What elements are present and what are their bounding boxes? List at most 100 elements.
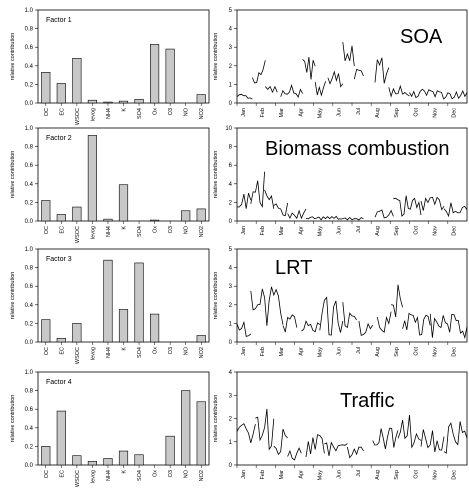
y-tick-label: 0.2 — [25, 82, 34, 88]
bar-SO4 — [134, 98, 144, 104]
series-line-segment — [255, 408, 275, 451]
x-tick-label-WSOC: WSOC — [75, 470, 81, 487]
x-tick-label-Apr: Apr — [298, 226, 304, 235]
series-line-segment — [280, 84, 303, 98]
x-tick-label-K: K — [122, 108, 128, 112]
x-tick-label-Sep: Sep — [394, 226, 400, 236]
factor-title: Factor 1 — [46, 17, 72, 24]
series-line-segment — [305, 215, 341, 221]
x-tick-label-Nov: Nov — [432, 226, 438, 236]
series-line-segment — [429, 313, 468, 340]
x-tick-label-Oct: Oct — [413, 347, 419, 356]
series-line-segment — [250, 171, 265, 208]
y-tick-label: 5 — [229, 8, 233, 14]
x-tick-label-OC: OC — [44, 347, 50, 355]
y-tick-label: 0.2 — [25, 200, 34, 206]
x-tick-label-Ox: Ox — [153, 108, 159, 115]
source-title: Biomass combustion — [265, 138, 450, 160]
x-tick-label-Jan: Jan — [241, 347, 247, 356]
x-tick-label-levog: levog — [90, 108, 96, 121]
y-tick-label: 0 — [229, 463, 233, 469]
y-tick-label: 1.0 — [25, 370, 34, 376]
series-line-segment — [268, 286, 284, 325]
y-tick-label: 4 — [229, 266, 233, 272]
y-tick-label: 0.4 — [25, 64, 34, 70]
x-tick-label-Jun: Jun — [337, 108, 343, 117]
series-line-segment — [252, 60, 266, 84]
x-tick-label-Jan: Jan — [241, 108, 247, 117]
series-line-segment — [314, 81, 326, 97]
series-line-segment — [443, 202, 468, 218]
y-tick-label: 1.0 — [25, 8, 34, 14]
x-tick-label-SO4: SO4 — [137, 226, 143, 237]
series-line-segment — [376, 311, 392, 333]
bar-O3 — [165, 435, 175, 466]
x-tick-label-WSOC: WSOC — [75, 347, 81, 364]
bar-OC — [41, 72, 51, 104]
x-tick-label-OC: OC — [44, 470, 50, 478]
y-tick-label: 0.4 — [25, 182, 34, 188]
series-line-segment — [282, 314, 298, 333]
series-line-segment — [402, 312, 431, 336]
x-tick-label-NH4: NH4 — [106, 108, 112, 119]
x-tick-label-Jul: Jul — [356, 470, 362, 477]
source-title: Traffic — [340, 390, 394, 412]
x-tick-label-May: May — [317, 347, 323, 358]
x-tick-label-Aug: Aug — [375, 470, 381, 480]
x-tick-label-NO2: NO2 — [199, 347, 205, 358]
x-tick-label-Apr: Apr — [298, 470, 304, 479]
x-tick-label-May: May — [317, 226, 323, 237]
x-tick-label-NO2: NO2 — [199, 226, 205, 237]
x-tick-label-Feb: Feb — [260, 347, 266, 356]
series-line-segment — [301, 320, 321, 333]
y-tick-label: 0.2 — [25, 444, 34, 450]
x-tick-label-Mar: Mar — [279, 470, 285, 480]
x-tick-label-Jun: Jun — [337, 226, 343, 235]
x-tick-label-EC: EC — [59, 108, 65, 116]
x-tick-label-EC: EC — [59, 347, 65, 355]
x-tick-label-Ox: Ox — [153, 470, 159, 477]
y-tick-label: 0 — [229, 219, 233, 225]
x-tick-label-Dec: Dec — [452, 347, 458, 357]
x-tick-label-Jul: Jul — [356, 226, 362, 233]
x-tick-label-O3: O3 — [168, 470, 174, 477]
x-tick-label-NO2: NO2 — [199, 108, 205, 119]
bar-WSOC — [72, 58, 82, 104]
bar-EC — [56, 214, 66, 222]
y-axis-label: relative contribution — [10, 33, 16, 81]
series-line-segment — [439, 89, 468, 100]
factor-title: Factor 2 — [46, 135, 72, 142]
bar-NO2 — [196, 401, 206, 466]
factor-title: Factor 3 — [46, 256, 72, 263]
x-tick-label-levog: levog — [90, 347, 96, 360]
x-tick-label-SO4: SO4 — [137, 347, 143, 358]
x-tick-label-OC: OC — [44, 108, 50, 116]
bar-NO2 — [196, 208, 206, 222]
y-axis-label: relative contribution — [10, 395, 16, 443]
x-tick-label-Jan: Jan — [241, 470, 247, 479]
chart-panel-2: 0 1 2 3 4 5 relative contribution SOA Jan Feb Mar A… — [213, 8, 468, 118]
y-axis-label: relative contribution — [213, 272, 219, 320]
x-tick-label-Feb: Feb — [260, 226, 266, 235]
bar-NH4 — [103, 218, 113, 222]
x-tick-label-OC: OC — [44, 226, 50, 234]
x-tick-label-Jun: Jun — [337, 470, 343, 479]
chart-panel-7: 0.0 0.2 0.4 0.6 0.8 1.0 relative contribution F… — [10, 370, 210, 487]
series-line-segment — [273, 428, 288, 456]
x-tick-label-NO: NO — [184, 469, 190, 478]
y-axis-label: relative contribution — [213, 151, 219, 199]
y-tick-label: 0.6 — [25, 284, 34, 290]
x-tick-label-NO2: NO2 — [199, 470, 205, 481]
series-line-segment — [287, 208, 307, 220]
bar-NO2 — [196, 94, 206, 104]
y-tick-label: 0.8 — [25, 27, 34, 33]
bar-levog — [87, 99, 97, 104]
series-line-segment — [393, 195, 422, 217]
series-line-segment — [409, 88, 440, 99]
chart-panel-4: 0 2 4 6 8 10 relative contribution Biomass comb… — [213, 126, 468, 237]
x-tick-label-Mar: Mar — [279, 226, 285, 236]
bar-NH4 — [103, 458, 113, 466]
series-line-segment — [388, 84, 410, 98]
series-line-segment — [372, 427, 399, 450]
